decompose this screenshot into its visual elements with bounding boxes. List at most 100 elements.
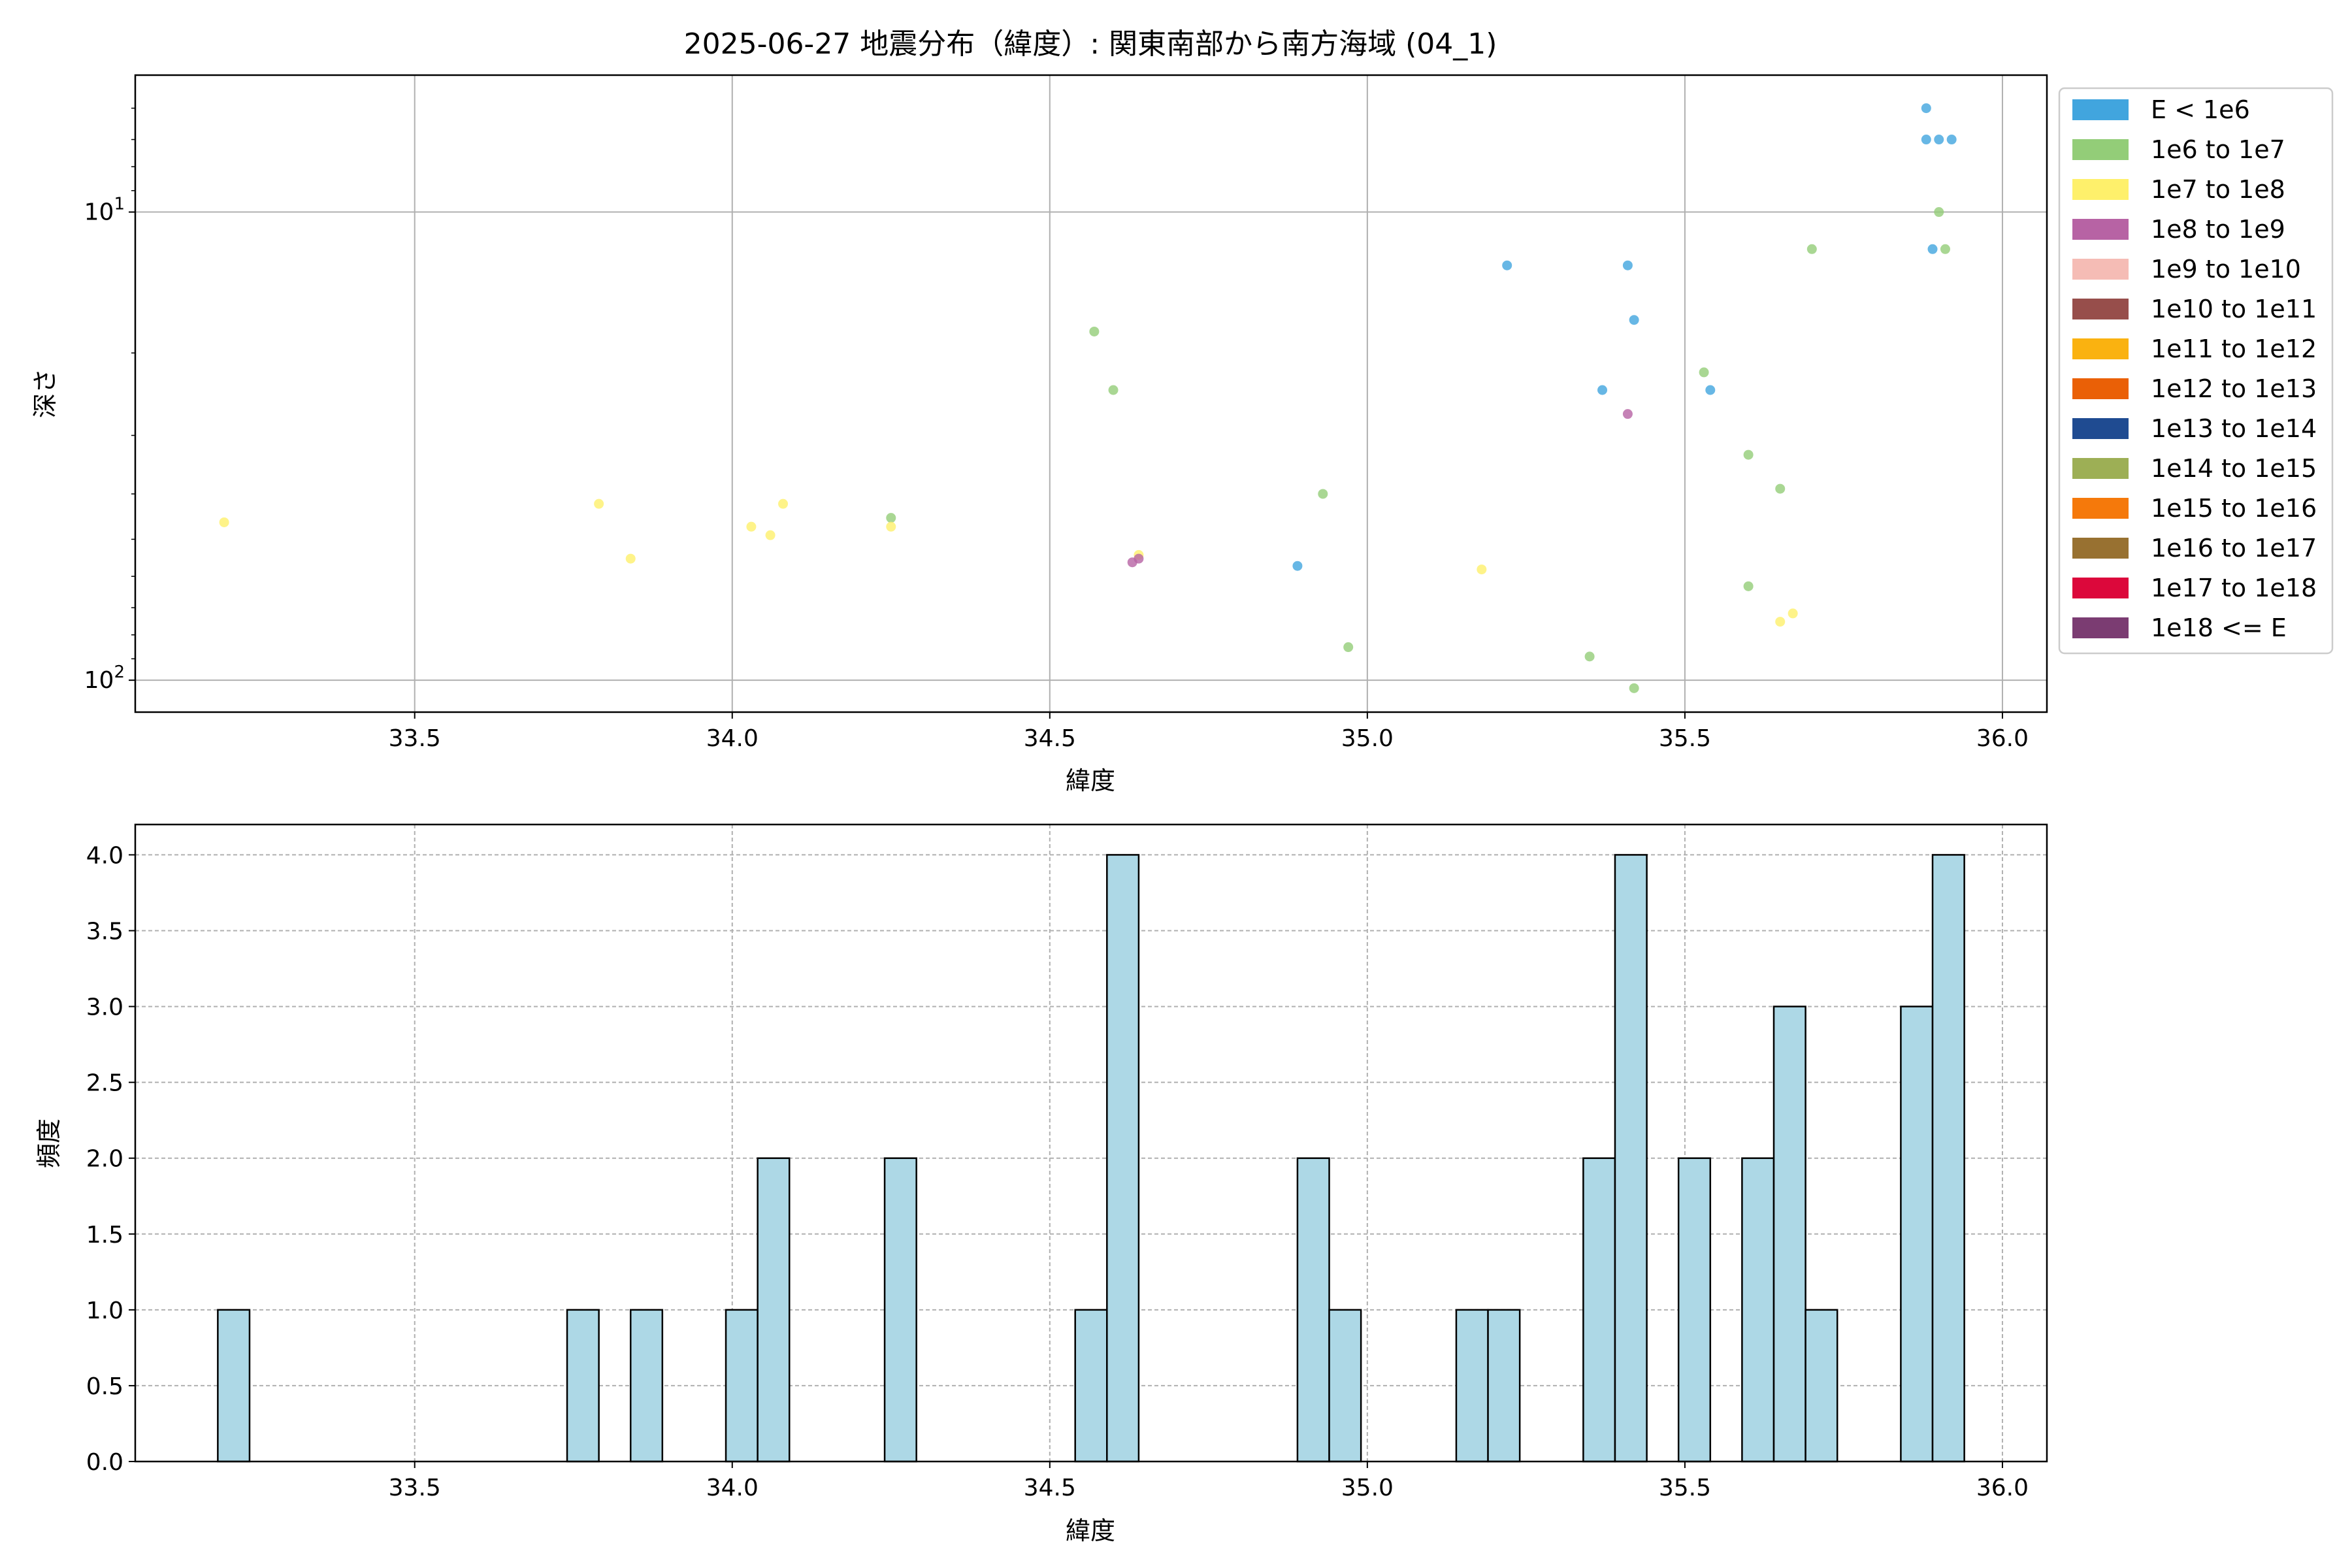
scatter-point — [1946, 135, 1957, 145]
histogram-bar — [883, 1157, 917, 1463]
scatter-x-axis-label: 緯度 — [1066, 766, 1115, 795]
scatter-point — [886, 513, 896, 523]
scatter-plot-frame — [134, 74, 2048, 713]
scatter-x-tick-label: 34.0 — [706, 725, 759, 752]
histogram-bar — [1805, 1309, 1838, 1463]
scatter-point — [1940, 244, 1950, 254]
chart-title: 2025-06-27 地震分布（緯度）: 関東南部から南方海域 (04_1) — [684, 27, 1497, 61]
scatter-point — [1584, 651, 1595, 662]
legend-swatch — [2072, 179, 2129, 200]
legend-label: 1e11 to 1e12 — [2151, 335, 2317, 363]
histogram-x-ticks: 33.5 34.0 34.5 35.0 35.5 36.0 — [389, 1462, 2029, 1501]
legend-swatch — [2072, 299, 2129, 319]
legend-label: 1e9 to 1e10 — [2151, 255, 2301, 284]
histogram-bar — [1614, 854, 1648, 1463]
histogram-x-axis-label: 緯度 — [1066, 1516, 1115, 1545]
histogram-y-tick-label: 0.0 — [86, 1449, 123, 1476]
scatter-y-tick-label: 102 — [84, 662, 125, 694]
legend-label: 1e17 to 1e18 — [2151, 574, 2317, 602]
histogram-bar — [1931, 854, 1965, 1463]
scatter-point — [1134, 553, 1144, 564]
legend-swatch — [2072, 219, 2129, 240]
scatter-point — [1108, 385, 1119, 395]
histogram-bar — [566, 1309, 600, 1463]
legend-label: 1e8 to 1e9 — [2151, 215, 2285, 244]
histogram-bar — [1677, 1157, 1712, 1463]
histogram-y-tick-label: 1.0 — [86, 1298, 123, 1324]
scatter-point — [219, 517, 229, 527]
scatter-point — [1597, 385, 1608, 395]
legend-swatch — [2072, 259, 2129, 280]
histogram-bar — [725, 1309, 759, 1463]
histogram-bar — [1487, 1309, 1521, 1463]
histogram-y-tick-label: 2.5 — [86, 1070, 123, 1097]
scatter-point — [1318, 489, 1328, 499]
histogram-bar — [1074, 1309, 1108, 1463]
legend-swatch — [2072, 498, 2129, 519]
scatter-point — [1743, 581, 1754, 591]
legend-frame — [2058, 87, 2334, 655]
scatter-y-ticks: 101 102 — [84, 107, 135, 694]
scatter-point — [886, 521, 896, 532]
legend-label: 1e10 to 1e11 — [2151, 295, 2317, 323]
histogram-x-tick-label: 35.5 — [1659, 1475, 1711, 1501]
histogram-bar — [1582, 1157, 1616, 1463]
scatter-point — [1705, 385, 1716, 395]
scatter-point — [1743, 449, 1754, 460]
legend-swatch — [2072, 99, 2129, 120]
legend-label: 1e14 to 1e15 — [2151, 454, 2317, 483]
scatter-x-ticks: 33.5 34.0 34.5 35.0 35.5 36.0 — [389, 712, 2029, 752]
scatter-x-tick-label: 35.0 — [1341, 725, 1394, 752]
legend-label: 1e15 to 1e16 — [2151, 494, 2317, 523]
scatter-point — [594, 498, 604, 509]
scatter-point — [1343, 642, 1354, 653]
histogram-bar — [1772, 1005, 1806, 1463]
legend-label: E < 1e6 — [2151, 95, 2250, 124]
histogram-y-tick-label: 3.5 — [86, 919, 123, 945]
scatter-point — [778, 498, 789, 509]
legend-label: 1e7 to 1e8 — [2151, 175, 2285, 204]
scatter-point — [1921, 135, 1931, 145]
histogram-y-axis-label: 頻度 — [35, 1119, 63, 1168]
scatter-point — [1934, 135, 1944, 145]
scatter-point — [1921, 103, 1931, 114]
scatter-point — [765, 530, 776, 540]
histogram-bar — [1296, 1157, 1330, 1463]
legend-label: 1e12 to 1e13 — [2151, 374, 2317, 403]
scatter-point — [1775, 617, 1786, 627]
scatter-point — [1502, 260, 1512, 270]
scatter-point — [1629, 315, 1639, 325]
histogram-bar — [1741, 1157, 1775, 1463]
scatter-point — [1934, 207, 1944, 218]
legend: E < 1e6 1e6 to 1e7 1e7 to 1e8 1e8 to 1e9 1e9… — [2058, 87, 2334, 655]
scatter-point — [625, 553, 636, 564]
histogram-bar — [1900, 1005, 1934, 1463]
scatter-point — [1927, 244, 1938, 254]
scatter-x-tick-label: 36.0 — [1976, 725, 2029, 752]
histogram-y-tick-label: 3.0 — [86, 994, 123, 1021]
histogram-bar — [217, 1309, 251, 1463]
histogram-panel: 33.5 34.0 34.5 35.0 35.5 36.0 0.0 0.5 1.0 1.5 2.0… — [35, 823, 2048, 1545]
scatter-panel: 2025-06-27 地震分布（緯度）: 関東南部から南方海域 (04_1) 3… — [31, 27, 2048, 795]
scatter-points — [219, 103, 1957, 693]
scatter-point — [1089, 326, 1100, 336]
histogram-x-tick-label: 35.0 — [1341, 1475, 1394, 1501]
histogram-y-tick-label: 4.0 — [86, 842, 123, 869]
scatter-point — [1788, 608, 1798, 619]
histogram-bar — [1455, 1309, 1489, 1463]
scatter-y-axis-label: 深さ — [31, 368, 59, 418]
legend-label: 1e16 to 1e17 — [2151, 534, 2317, 563]
histogram-bar — [629, 1309, 664, 1463]
scatter-point — [746, 521, 757, 532]
legend-label: 1e13 to 1e14 — [2151, 414, 2317, 443]
scatter-x-tick-label: 33.5 — [389, 725, 441, 752]
histogram-y-tick-label: 1.5 — [86, 1222, 123, 1249]
legend-swatch — [2072, 338, 2129, 359]
histogram-y-ticks: 0.0 0.5 1.0 1.5 2.0 2.5 3.0 3.5 4.0 — [86, 842, 135, 1476]
histogram-bars — [217, 854, 1965, 1463]
histogram-x-tick-label: 36.0 — [1976, 1475, 2029, 1501]
histogram-bar — [1328, 1309, 1362, 1463]
scatter-x-tick-label: 34.5 — [1024, 725, 1076, 752]
legend-swatch — [2072, 418, 2129, 439]
legend-items: E < 1e6 1e6 to 1e7 1e7 to 1e8 1e8 to 1e9 1e9… — [2072, 95, 2317, 642]
